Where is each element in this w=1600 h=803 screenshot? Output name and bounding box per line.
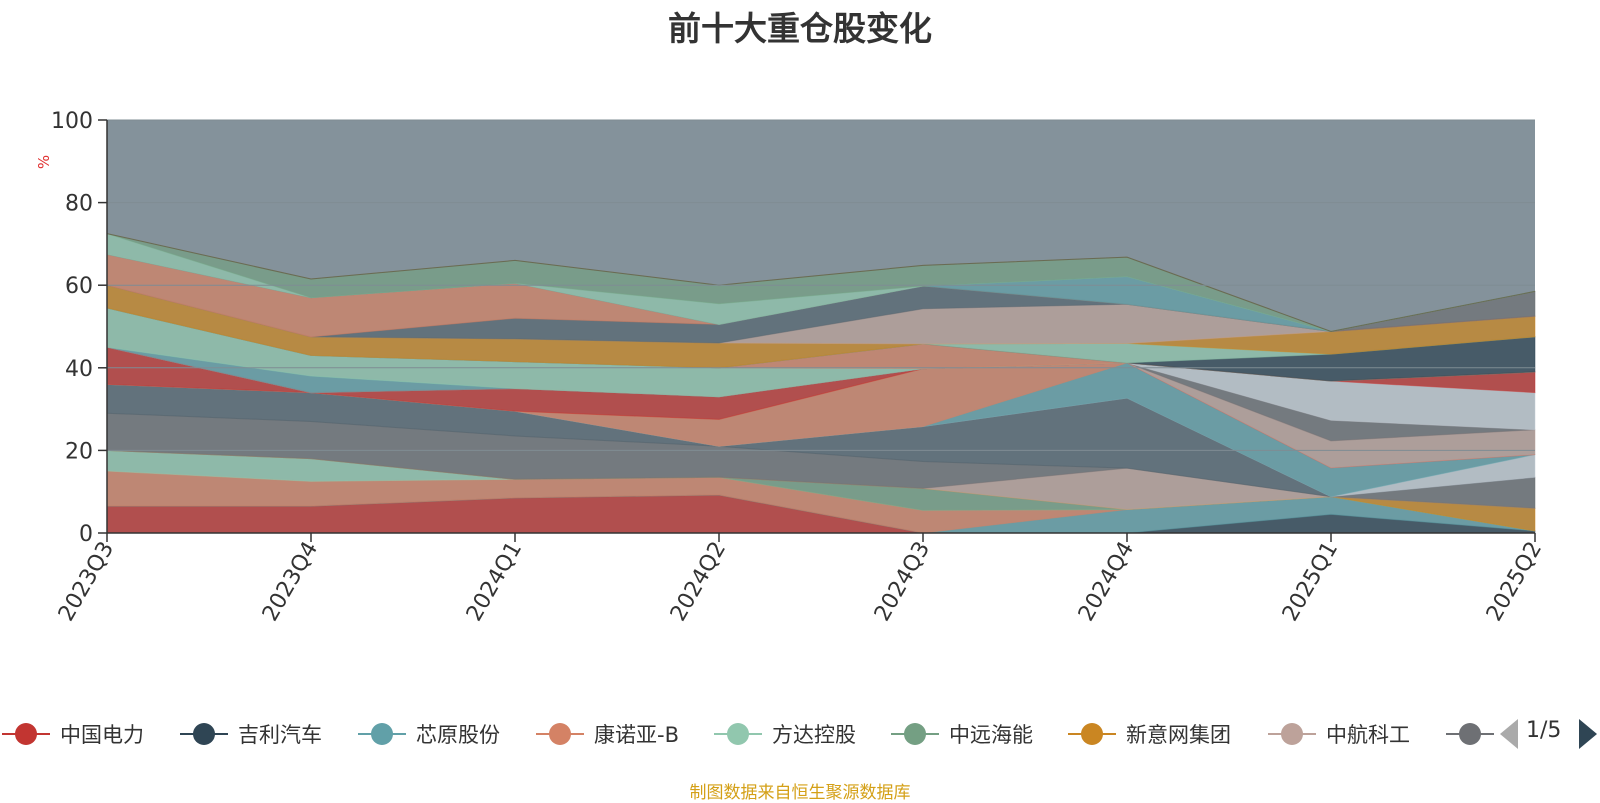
legend-marker-icon [0, 714, 52, 754]
legend-item-2[interactable]: 芯原股份 [356, 714, 500, 754]
legend-marker-dot [1459, 723, 1481, 745]
legend-marker-dot [1081, 723, 1103, 745]
legend-item-4[interactable]: 方达控股 [712, 714, 856, 754]
x-tick-label-0: 2023Q3 [54, 538, 119, 626]
area-series-32 [106, 233, 1536, 332]
y-tick-label-2: 40 [65, 357, 93, 382]
legend: 中国电力 吉利汽车 芯原股份 康诺亚-B 方达控股 中远海能 新意网集团 中航科工 1/5 [0, 714, 1600, 754]
legend-marker-dot [1281, 723, 1303, 745]
legend-marker-icon [712, 714, 764, 754]
legend-label: 中国电力 [60, 723, 144, 747]
x-tick-label-2: 2024Q1 [462, 538, 527, 626]
legend-marker-icon [534, 714, 586, 754]
legend-label: 芯原股份 [416, 723, 500, 747]
x-tick-label-3: 2024Q2 [666, 538, 731, 626]
legend-label: 新意网集团 [1126, 723, 1231, 747]
y-tick-label-4: 80 [65, 192, 93, 217]
legend-item-8[interactable] [1444, 714, 1496, 754]
legend-page-indicator: 1/5 [1526, 718, 1562, 743]
legend-prev-page-icon[interactable] [1500, 719, 1518, 749]
y-tick-label-0: 0 [79, 522, 93, 547]
legend-marker-dot [371, 723, 393, 745]
legend-marker-dot [727, 723, 749, 745]
x-tick-label-1: 2023Q4 [258, 538, 323, 626]
legend-item-1[interactable]: 吉利汽车 [178, 714, 322, 754]
legend-label: 康诺亚-B [594, 723, 679, 747]
legend-item-6[interactable]: 新意网集团 [1066, 714, 1231, 754]
legend-item-5[interactable]: 中远海能 [889, 714, 1033, 754]
legend-marker-icon [1066, 714, 1118, 754]
legend-item-7[interactable]: 中航科工 [1266, 714, 1410, 754]
legend-marker-dot [549, 723, 571, 745]
legend-marker-icon [1444, 714, 1496, 754]
legend-marker-dot [193, 723, 215, 745]
legend-marker-dot [15, 723, 37, 745]
legend-label: 方达控股 [772, 723, 856, 747]
legend-label: 中航科工 [1326, 723, 1410, 747]
legend-marker-dot [904, 723, 926, 745]
source-note: 制图数据来自恒生聚源数据库 [689, 783, 911, 803]
legend-marker-icon [889, 714, 941, 754]
x-tick-label-7: 2025Q2 [1482, 538, 1547, 626]
x-tick-label-5: 2024Q4 [1074, 538, 1139, 626]
x-tick-label-4: 2024Q3 [870, 538, 935, 626]
y-tick-label-5: 100 [51, 109, 93, 134]
y-axis-title: % [35, 155, 53, 169]
y-tick-label-3: 60 [65, 274, 93, 299]
legend-marker-icon [178, 714, 230, 754]
legend-item-3[interactable]: 康诺亚-B [534, 714, 679, 754]
legend-label: 中远海能 [949, 723, 1033, 747]
legend-label: 吉利汽车 [238, 723, 322, 747]
legend-marker-icon [1266, 714, 1318, 754]
legend-next-page-icon[interactable] [1579, 719, 1597, 749]
legend-marker-icon [356, 714, 408, 754]
x-tick-label-6: 2025Q1 [1278, 538, 1343, 626]
y-tick-label-1: 20 [65, 439, 93, 464]
chart-title: 前十大重仓股变化 [668, 9, 932, 48]
legend-item-0[interactable]: 中国电力 [0, 714, 144, 754]
